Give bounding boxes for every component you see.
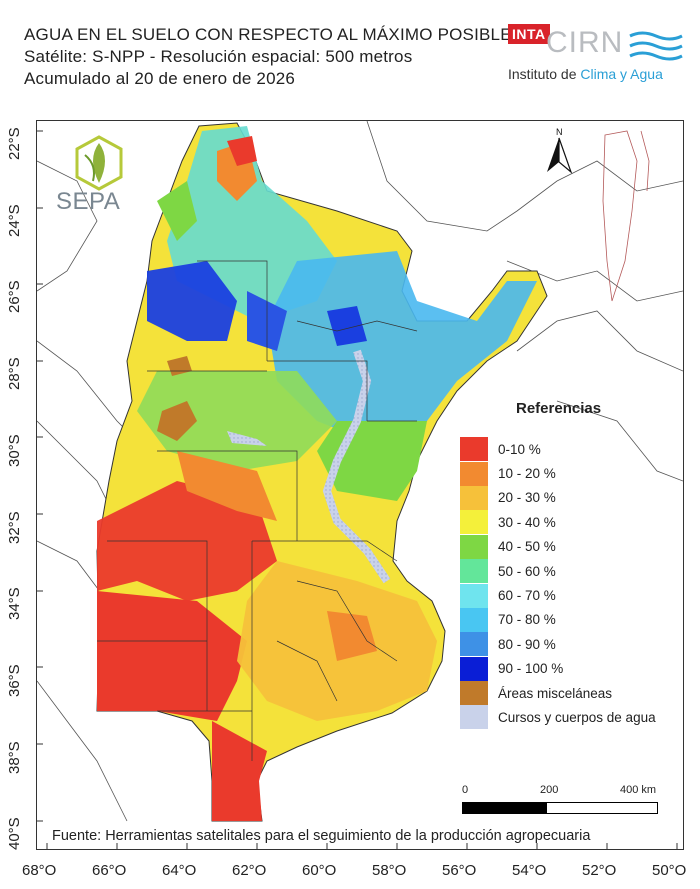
legend-swatch bbox=[460, 607, 488, 632]
longitude-label: 52°O bbox=[582, 862, 617, 879]
longitude-label: 54°O bbox=[512, 862, 547, 879]
latitude-label: 38°S bbox=[6, 740, 23, 774]
latitude-label: 36°S bbox=[6, 664, 23, 697]
institute-name: Instituto de Clima y Agua bbox=[508, 66, 663, 82]
legend-label: 50 - 60 % bbox=[498, 563, 556, 579]
source-note: Fuente: Herramientas satelitales para el… bbox=[52, 828, 591, 844]
latitude-label: 22°S bbox=[6, 127, 23, 160]
longitude-label: 56°O bbox=[442, 862, 477, 879]
longitude-label: 50°O bbox=[652, 862, 687, 879]
legend-swatch bbox=[460, 559, 488, 584]
legend-swatch bbox=[460, 656, 488, 681]
latitude-label: 26°S bbox=[6, 280, 23, 314]
scale-label-0: 0 bbox=[462, 784, 469, 796]
sepa-logo-text: SEPA bbox=[56, 188, 121, 215]
legend-item: 60 - 70 % bbox=[460, 583, 690, 608]
legend-item: Áreas misceláneas bbox=[460, 681, 690, 706]
longitude-label: 58°O bbox=[372, 862, 407, 879]
latitude-label: 34°S bbox=[6, 587, 23, 621]
institute-highlight: Clima y Agua bbox=[580, 66, 663, 82]
latitude-label: 32°S bbox=[6, 510, 23, 544]
legend-label: 70 - 80 % bbox=[498, 612, 556, 628]
legend-item: 70 - 80 % bbox=[460, 607, 690, 632]
legend-title: Referencias bbox=[516, 400, 602, 417]
longitude-label: 66°O bbox=[92, 862, 127, 879]
north-label: N bbox=[556, 127, 563, 137]
soil-moisture-map bbox=[37, 121, 683, 849]
legend-item: 80 - 90 % bbox=[460, 632, 690, 657]
latitude-label: 24°S bbox=[6, 203, 23, 237]
legend-item: 20 - 30 % bbox=[460, 485, 690, 510]
legend-item: 90 - 100 % bbox=[460, 656, 690, 681]
inta-logo-text: INTA bbox=[508, 24, 550, 44]
legend-swatch bbox=[460, 437, 488, 462]
legend-item: 50 - 60 % bbox=[460, 559, 690, 584]
north-arrow-icon: N bbox=[547, 127, 573, 174]
legend-swatch bbox=[460, 681, 488, 706]
legend-item: Cursos y cuerpos de agua bbox=[460, 705, 690, 730]
legend-label: 80 - 90 % bbox=[498, 636, 556, 652]
longitude-label: 64°O bbox=[162, 862, 197, 879]
legend-item: 0-10 % bbox=[460, 437, 690, 462]
neighbor-borders bbox=[37, 121, 683, 822]
longitude-label: 60°O bbox=[302, 862, 337, 879]
cirn-logo-text: CIRN bbox=[546, 26, 624, 59]
inta-logo: INTA bbox=[508, 24, 550, 44]
map-title: AGUA EN EL SUELO CON RESPECTO AL MÁXIMO … bbox=[24, 25, 512, 44]
legend-item: 40 - 50 % bbox=[460, 534, 690, 559]
legend-swatch bbox=[460, 461, 488, 486]
map-header: AGUA EN EL SUELO CON RESPECTO AL MÁXIMO … bbox=[24, 24, 512, 90]
legend-label: 20 - 30 % bbox=[498, 490, 556, 506]
legend-swatch bbox=[460, 583, 488, 608]
scale-label-400: 400 km bbox=[620, 784, 657, 796]
legend-swatch bbox=[460, 510, 488, 535]
map-frame bbox=[36, 120, 684, 850]
legend-items: 0-10 % 10 - 20 % 20 - 30 % 30 - 40 % 40 - 50… bbox=[460, 437, 690, 730]
satellite-info: Satélite: S-NPP - Resolución espacial: 5… bbox=[24, 47, 413, 66]
legend-label: Cursos y cuerpos de agua bbox=[498, 709, 656, 725]
sepa-leaf-icon bbox=[75, 135, 123, 191]
legend-label: 10 - 20 % bbox=[498, 466, 556, 482]
legend-swatch bbox=[460, 705, 488, 730]
latitude-label: 40°S bbox=[6, 817, 23, 851]
date-info: Acumulado al 20 de enero de 2026 bbox=[24, 69, 296, 88]
legend-label: Áreas misceláneas bbox=[498, 685, 613, 701]
scale-graphic bbox=[462, 802, 662, 814]
scale-labels: 0 200 400 km bbox=[462, 784, 662, 800]
scale-segment-black bbox=[462, 802, 546, 814]
scale-bar: 0 200 400 km bbox=[462, 784, 662, 814]
longitude-label: 62°O bbox=[232, 862, 267, 879]
legend-label: 60 - 70 % bbox=[498, 588, 556, 604]
institute-prefix: Instituto de bbox=[508, 66, 581, 82]
latitude-label: 28°S bbox=[6, 357, 23, 391]
legend-item: 10 - 20 % bbox=[460, 461, 690, 486]
scale-label-200: 200 bbox=[540, 784, 559, 796]
legend-label: 30 - 40 % bbox=[498, 514, 556, 530]
longitude-label: 68°O bbox=[22, 862, 57, 879]
scale-segment-white bbox=[546, 802, 658, 814]
legend-label: 0-10 % bbox=[498, 441, 541, 457]
waves-icon bbox=[629, 31, 683, 61]
legend-item: 30 - 40 % bbox=[460, 510, 690, 535]
graticule-ticks bbox=[37, 130, 678, 849]
legend-swatch bbox=[460, 632, 488, 657]
legend-swatch bbox=[460, 485, 488, 510]
legend-label: 40 - 50 % bbox=[498, 539, 556, 555]
inset-map bbox=[602, 130, 650, 302]
legend-label: 90 - 100 % bbox=[498, 661, 564, 677]
legend-swatch bbox=[460, 534, 488, 559]
legend: Referencias 0-10 % 10 - 20 % 20 - 30 % 30 -… bbox=[460, 400, 690, 730]
latitude-label: 30°S bbox=[6, 434, 23, 467]
province-borders bbox=[97, 260, 418, 761]
